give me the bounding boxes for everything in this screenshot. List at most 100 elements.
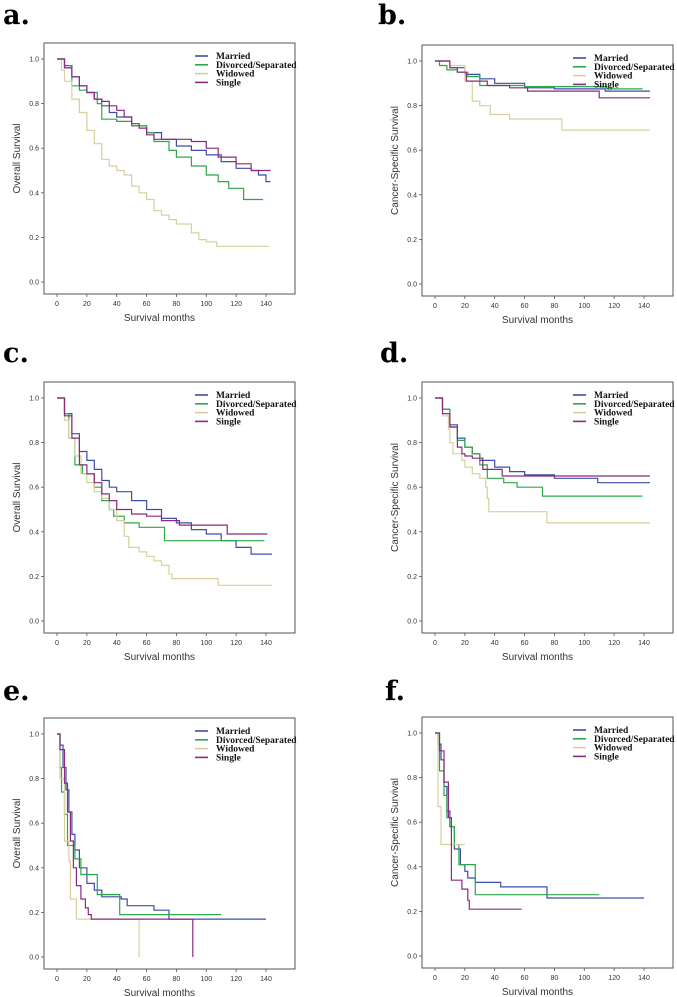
x-tick-label: 80 [551,303,559,310]
panel-label: a. [3,0,30,31]
x-tick-label: 0 [433,975,437,982]
x-tick-label: 0 [433,640,437,647]
y-tick-label: 0.0 [407,619,417,626]
panel-label: d. [380,338,408,369]
x-tick-label: 20 [83,301,91,308]
y-tick-label: 0.8 [407,103,417,110]
y-tick-label: 0.6 [407,820,417,827]
x-tick-label: 80 [173,640,181,647]
plot-frame [421,381,674,634]
y-axis-label: Cancer-Specific Survival [390,778,401,887]
y-axis-label: Overall Survival [12,798,23,868]
x-tick-label: 80 [551,975,559,982]
x-tick-label: 20 [461,975,469,982]
x-tick-label: 0 [55,301,59,308]
legend-label: Widowed [216,745,255,755]
y-axis-label: Cancer-Specific Survival [390,443,401,552]
y-tick-label: 0.0 [29,619,39,626]
legend-label: Widowed [216,409,255,419]
series-line-widowed [57,397,272,586]
legend-label: Single [216,417,241,427]
panel-label: c. [3,338,29,369]
x-tick-label: 60 [521,640,529,647]
y-tick-label: 0.0 [29,280,39,287]
x-tick-label: 80 [551,640,559,647]
legend-label: Single [594,752,619,762]
x-tick-label: 40 [491,640,499,647]
legend-label: Divorced/Separated [594,735,675,745]
y-axis-label: Overall Survival [12,462,23,532]
x-axis-label: Survival months [124,652,195,663]
plot-frame [43,42,296,295]
y-tick-label: 0.2 [407,237,417,244]
series-line-single [435,397,650,477]
y-tick-label: 1.0 [407,731,417,738]
y-tick-label: 1.0 [29,57,39,64]
series-line-widowed [57,733,140,957]
legend-label: Single [594,417,619,427]
x-tick-label: 0 [55,640,59,647]
x-tick-label: 120 [230,640,242,647]
x-tick-label: 80 [173,976,181,983]
series-line-single [435,732,522,910]
y-tick-label: 0.0 [407,282,417,289]
x-tick-label: 20 [461,303,469,310]
y-tick-label: 0.8 [29,101,39,108]
y-tick-label: 0.8 [29,440,39,447]
x-tick-label: 20 [83,976,91,983]
x-tick-label: 140 [638,303,650,310]
series-line-single [57,733,194,957]
x-axis-label: Survival months [124,313,195,324]
x-tick-label: 60 [521,975,529,982]
panel-label: b. [378,0,406,31]
plot-frame [43,381,296,634]
legend-label: Divorced/Separated [594,63,675,73]
legend-label: Divorced/Separated [216,61,297,71]
y-tick-label: 0.2 [407,909,417,916]
legend-label: Divorced/Separated [216,736,297,746]
y-tick-label: 0.2 [29,574,39,581]
x-tick-label: 40 [491,303,499,310]
y-tick-label: 0.4 [407,529,417,536]
legend-label: Married [216,727,251,737]
series-line-divorced-separated [57,733,222,916]
legend-label: Widowed [594,744,633,754]
x-tick-label: 40 [491,975,499,982]
x-tick-label: 40 [113,301,121,308]
x-tick-label: 80 [173,301,181,308]
x-tick-label: 0 [55,976,59,983]
y-tick-label: 1.0 [29,732,39,739]
y-tick-label: 0.4 [29,190,39,197]
panel-a: a. 0.0 0.2 0.4 0.6 0.8 1.0 0 20 40 60 80 100 120 140 Su… [3,0,297,324]
x-tick-label: 100 [578,303,590,310]
legend-label: Divorced/Separated [216,400,297,410]
series-line-divorced-separated [435,732,600,896]
legend-label: Married [216,52,251,62]
x-tick-label: 60 [143,301,151,308]
y-tick-label: 0.4 [407,864,417,871]
y-tick-label: 0.2 [407,574,417,581]
y-tick-label: 0.4 [29,529,39,536]
y-tick-label: 0.0 [29,955,39,962]
series-line-single [435,60,650,99]
x-tick-label: 120 [230,301,242,308]
legend-label: Widowed [216,70,255,80]
panel-d: d. 0.0 0.2 0.4 0.6 0.8 1.0 0 20 40 60 80 100 120 140 Su… [380,338,675,663]
x-tick-label: 100 [578,975,590,982]
series-line-widowed [435,397,650,524]
panel-f: f. 0.0 0.2 0.4 0.6 0.8 1.0 0 20 40 60 80 100 120 140 Su… [385,676,675,997]
y-tick-label: 0.2 [29,910,39,917]
y-tick-label: 0.6 [29,485,39,492]
x-axis-label: Survival months [124,988,195,997]
y-tick-label: 0.8 [407,440,417,447]
series-line-widowed [57,58,269,247]
plot-frame [421,44,674,297]
y-tick-label: 1.0 [29,396,39,403]
x-tick-label: 60 [143,976,151,983]
series-line-widowed [435,60,650,131]
x-axis-label: Survival months [502,987,573,997]
series-line-divorced-separated [435,60,643,90]
legend-label: Single [216,753,241,763]
x-tick-label: 20 [83,640,91,647]
